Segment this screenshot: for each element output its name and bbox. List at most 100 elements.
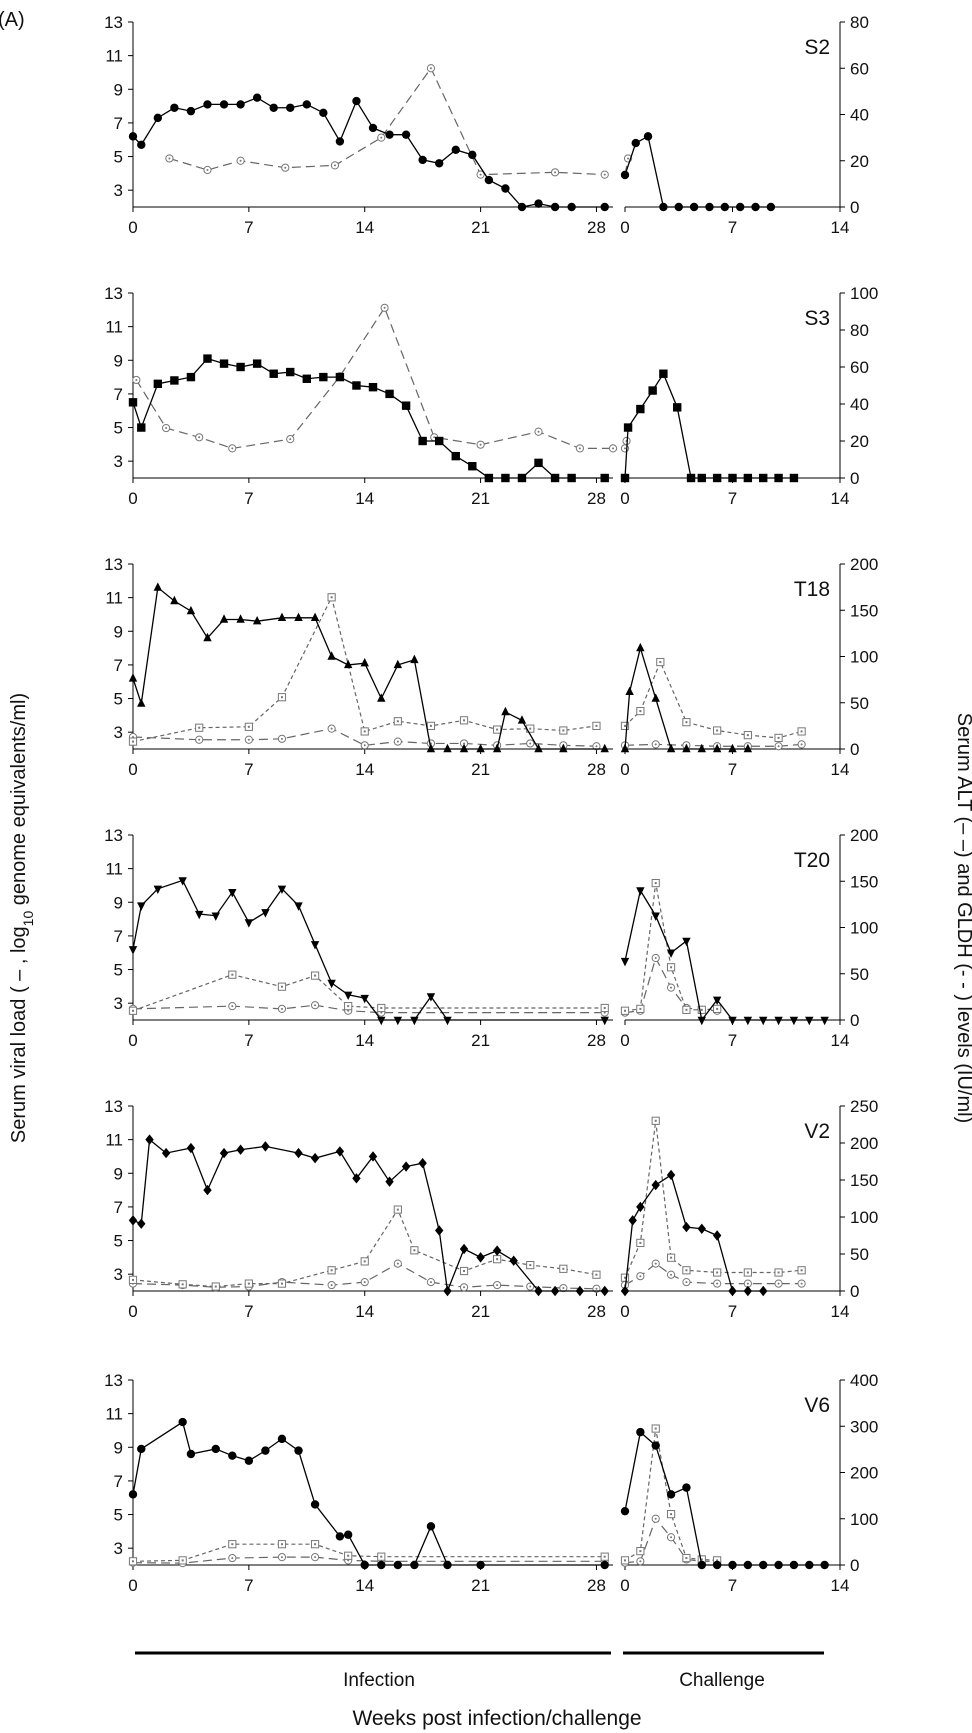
gldh-challenge-point-dot [716,1007,719,1010]
viral-load-infection-point [352,381,361,390]
viral-load-challenge-point [751,202,760,212]
panel-title-s3: S3 [804,307,830,330]
viral-load-challenge-point [820,1016,829,1026]
alt-challenge-point [713,1279,722,1288]
alt-infection-point [281,163,290,172]
viral-load-challenge-point [682,743,691,753]
panel-label: (A) [0,9,25,31]
viral-load-challenge-point [697,1223,706,1234]
viral-load-challenge-point [697,743,706,753]
x-tick-label-infection: 0 [128,1302,137,1321]
viral-load-challenge-point [728,1285,737,1297]
viral-load-challenge-point [789,473,799,483]
viral-load-infection-point [186,106,196,116]
viral-load-challenge-point [728,1560,737,1570]
alt-challenge-point [774,1279,783,1288]
viral-load-infection-point [252,615,262,625]
viral-load-infection-point [203,632,212,642]
alt-infection-point-dot [433,436,436,439]
viral-load-infection-point [203,354,212,363]
viral-load-infection-point [600,1560,609,1570]
viral-load-challenge-point [759,1016,768,1026]
x-tick-label-infection: 21 [471,1302,490,1321]
alt-infection-point-dot [198,436,201,439]
gldh-infection-point-dot [347,1005,350,1008]
viral-load-challenge-point [659,202,668,212]
viral-load-infection-point [128,1215,138,1226]
x-tick-label-infection: 14 [355,489,374,508]
alt-infection-point [360,1278,369,1287]
y-tick-label-left: 13 [104,555,123,574]
gldh-infection-point-dot [529,1264,532,1267]
viral-load-infection-point [451,145,460,155]
viral-load-challenge-point [712,1560,722,1570]
y-tick-label-left: 13 [104,284,123,303]
viral-load-infection-line [132,1421,605,1566]
y-tick-label-right: 20 [850,432,869,451]
alt-infection-point-dot [168,157,171,160]
gldh-challenge-point-dot [777,736,780,739]
x-tick-label-challenge: 14 [831,218,850,237]
gldh-infection-point-dot [181,1559,184,1562]
y-tick-label-right: 100 [850,919,878,938]
x-tick-label-challenge: 7 [728,489,737,508]
gldh-challenge-point-dot [654,1119,657,1122]
gldh-challenge-point [636,1547,645,1556]
viral-load-infection-point [137,140,146,149]
y-tick-label-left: 7 [114,927,123,946]
viral-load-infection-point [128,1490,138,1499]
viral-load-challenge-point [628,1215,637,1226]
viral-load-infection-point [393,659,403,669]
viral-load-infection-point [228,888,237,898]
viral-load-infection-point [335,137,345,146]
gldh-challenge-point-dot [639,1550,642,1553]
gldh-infection-point [128,1557,138,1566]
viral-load-challenge-line [624,135,771,208]
y-tick-label-left: 11 [105,318,123,337]
viral-load-challenge-point [651,912,660,921]
viral-load-infection-point [435,436,444,446]
alt-infection-point-dot [314,1556,317,1559]
alt-infection-point [310,1001,320,1010]
viral-load-infection-point [302,100,311,109]
y-tick-label-left: 11 [105,1405,123,1424]
viral-load-infection-point [468,150,477,160]
x-tick-label-infection: 28 [587,218,606,237]
viral-load-infection-point [534,199,543,208]
alt-infection-point [377,133,386,142]
viral-load-infection-point [203,100,212,109]
gldh-infection-point [459,716,469,725]
alt-infection-point-dot [479,173,482,176]
viral-load-infection-point [517,473,527,483]
viral-load-infection-point [418,1157,427,1169]
viral-load-challenge-point [820,1560,829,1570]
alt-infection-point [132,375,141,385]
gldh-challenge-point [743,1268,752,1277]
viral-load-infection-point [600,1285,609,1297]
x-tick-label-infection: 7 [244,1576,253,1595]
gldh-challenge-point [713,1268,722,1277]
alt-challenge-point [797,740,806,749]
gldh-challenge-point [656,657,665,667]
viral-load-challenge-point [636,1427,645,1437]
y-tick-label-left: 5 [114,419,123,438]
gldh-infection-point-dot [496,1258,499,1261]
alt-challenge-point [666,983,676,992]
gldh-infection-point-dot [603,1555,606,1558]
alt-challenge-point [636,1272,645,1281]
viral-load-challenge-point [643,132,653,141]
alt-infection-point [426,1278,436,1287]
gldh-challenge-point [697,1005,706,1014]
gldh-infection-line [132,1543,605,1562]
viral-load-challenge-point [735,202,745,212]
viral-load-challenge-point [728,743,737,753]
y-tick-label-right: 40 [850,395,869,414]
viral-load-challenge-point [682,1483,691,1492]
viral-load-infection-point [170,376,179,385]
gldh-challenge-point-dot [716,1559,719,1562]
panel-title-s2: S2 [804,36,830,59]
gldh-challenge-point-dot [624,1559,626,1562]
viral-load-challenge-point [805,1016,814,1026]
gldh-infection-point-dot [595,724,598,727]
viral-load-infection-point [600,202,609,212]
